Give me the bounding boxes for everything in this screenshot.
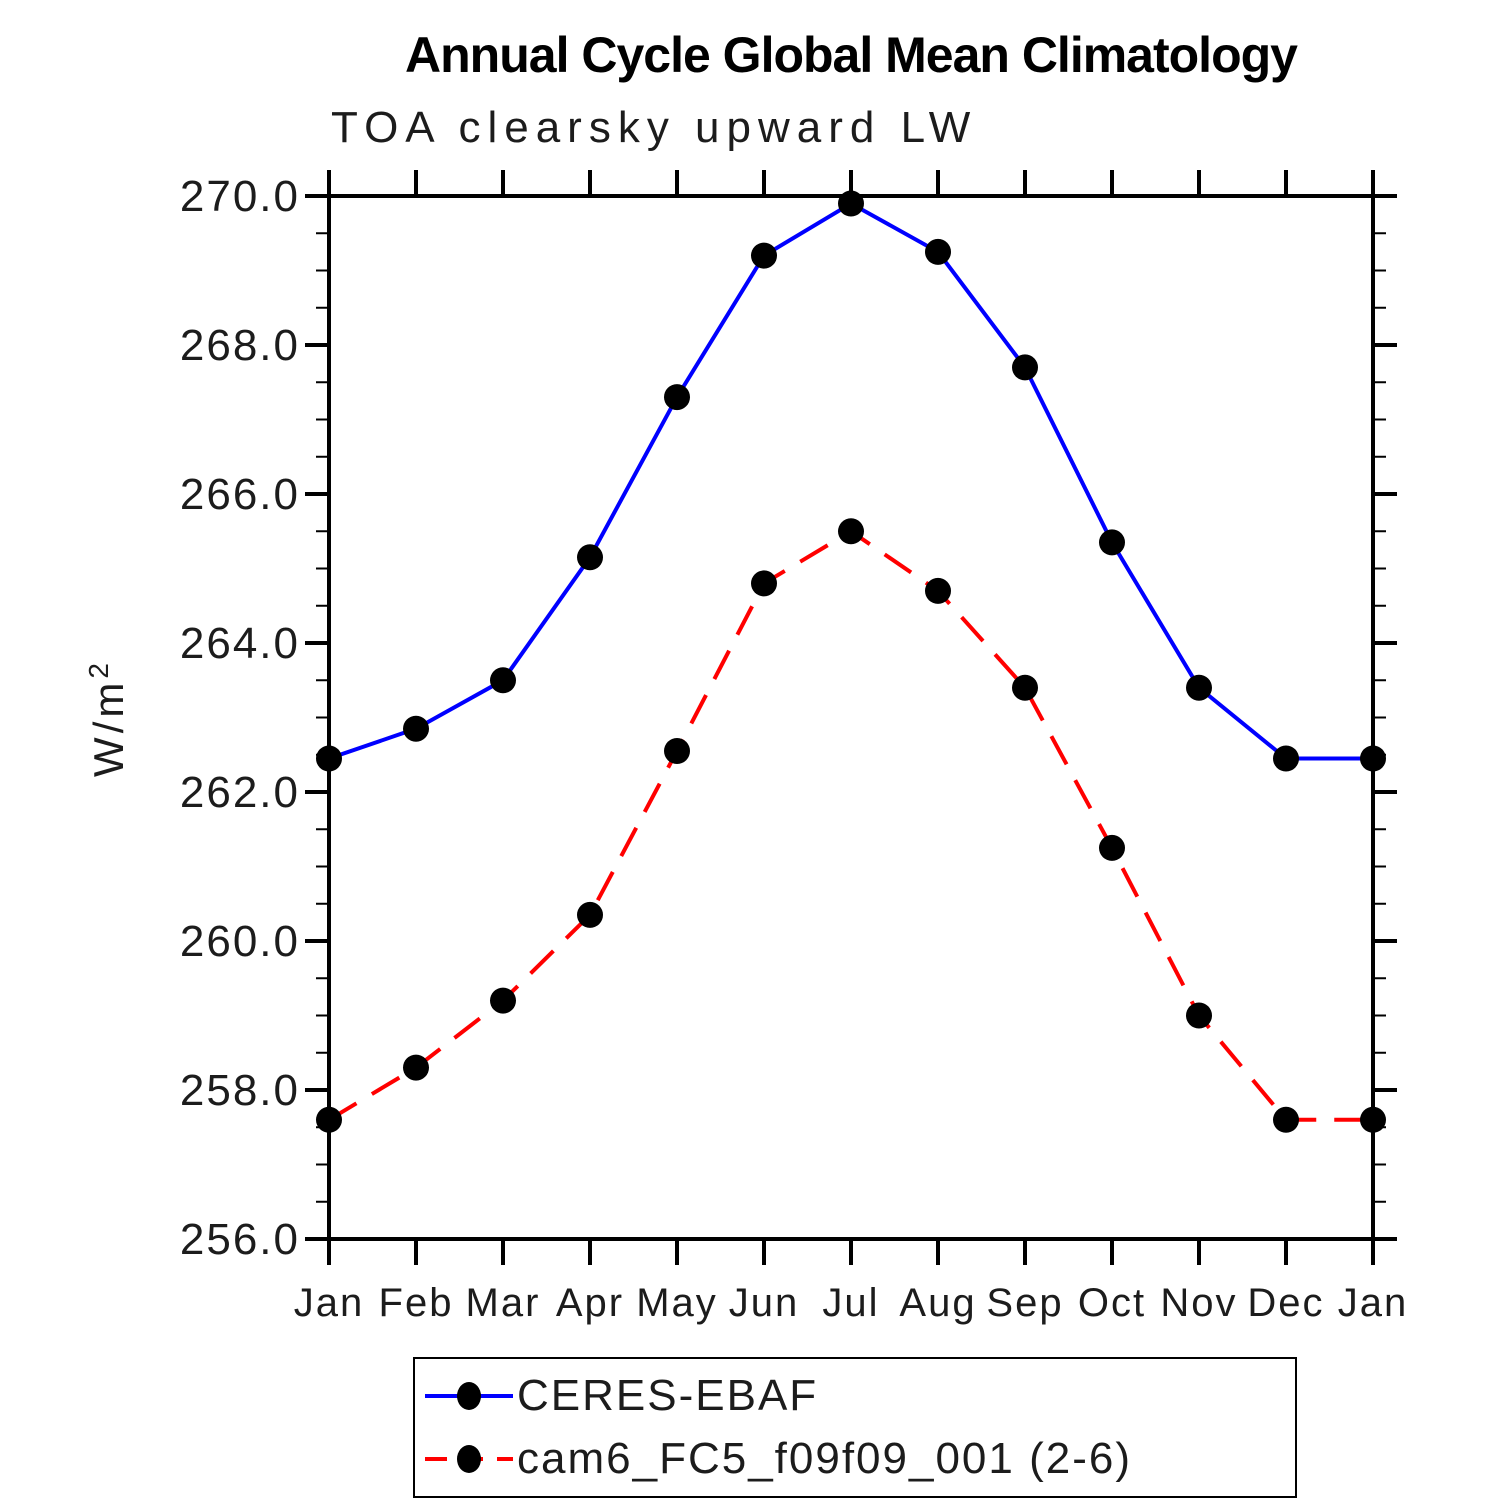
- x-tick-label: Dec: [1247, 1281, 1324, 1325]
- data-point: [838, 518, 864, 545]
- data-point: [490, 987, 516, 1014]
- data-point: [664, 738, 690, 764]
- data-point: [1099, 529, 1125, 556]
- x-tick-label: May: [636, 1281, 718, 1325]
- legend-label-ceres-ebaf: CERES-EBAF: [517, 1371, 819, 1420]
- legend: CERES-EBAF cam6_FC5_f09f09_001 (2-6): [413, 1357, 1297, 1498]
- y-tick-label: 258.0: [180, 1066, 300, 1115]
- x-tick-label: Oct: [1078, 1281, 1146, 1325]
- data-point: [1012, 674, 1038, 701]
- data-point: [925, 238, 951, 265]
- x-tick-label: Jan: [1338, 1281, 1409, 1325]
- data-point: [664, 384, 690, 411]
- data-point: [577, 901, 603, 928]
- data-point: [577, 544, 603, 571]
- legend-dashed-line-icon: [425, 1445, 513, 1473]
- data-point: [403, 715, 429, 742]
- data-point: [1099, 834, 1125, 861]
- data-point: [403, 1054, 429, 1081]
- x-tick-label: Apr: [556, 1281, 624, 1325]
- x-tick-label: Jan: [294, 1281, 365, 1325]
- data-point: [1360, 1106, 1386, 1133]
- legend-item-cam6: cam6_FC5_f09f09_001 (2-6): [415, 1428, 1295, 1491]
- x-tick-label: Jul: [822, 1281, 879, 1325]
- data-point: [1186, 1002, 1212, 1029]
- legend-item-ceres-ebaf: CERES-EBAF: [415, 1365, 1295, 1428]
- y-tick-label: 270.0: [180, 172, 300, 221]
- series-line-1: [327, 528, 1373, 1122]
- data-point: [751, 570, 777, 597]
- chart-title: Annual Cycle Global Mean Climatology: [405, 27, 1298, 83]
- data-point: [1186, 674, 1212, 701]
- plot-frame: [327, 194, 1375, 1241]
- x-tick-label: Nov: [1160, 1281, 1237, 1325]
- y-tick-label: 268.0: [180, 321, 300, 370]
- data-point: [490, 667, 516, 694]
- data-point: [1012, 354, 1038, 381]
- data-point: [925, 577, 951, 604]
- x-tick-label: Aug: [899, 1281, 976, 1325]
- x-tick-label: Feb: [379, 1281, 454, 1325]
- x-tick-label: Mar: [466, 1281, 541, 1325]
- data-point: [751, 242, 777, 269]
- data-point: [316, 1106, 342, 1133]
- data-point: [316, 745, 342, 772]
- y-tick-label: 262.0: [180, 768, 300, 817]
- y-tick-label: 256.0: [180, 1215, 300, 1264]
- legend-solid-line-icon: [425, 1382, 513, 1410]
- chart-subtitle: TOA clearsky upward LW: [331, 103, 978, 152]
- y-tick-label: 264.0: [180, 619, 300, 668]
- legend-label-cam6: cam6_FC5_f09f09_001 (2-6): [517, 1434, 1132, 1483]
- y-tick-label: 266.0: [180, 470, 300, 519]
- y-tick-label: 260.0: [180, 917, 300, 966]
- data-point: [838, 190, 864, 217]
- data-point: [1273, 745, 1299, 772]
- x-tick-label: Jun: [729, 1281, 800, 1325]
- x-tick-label: Sep: [986, 1281, 1063, 1325]
- series-line-0: [328, 201, 1373, 761]
- data-point: [1273, 1106, 1299, 1133]
- data-point: [1360, 745, 1386, 772]
